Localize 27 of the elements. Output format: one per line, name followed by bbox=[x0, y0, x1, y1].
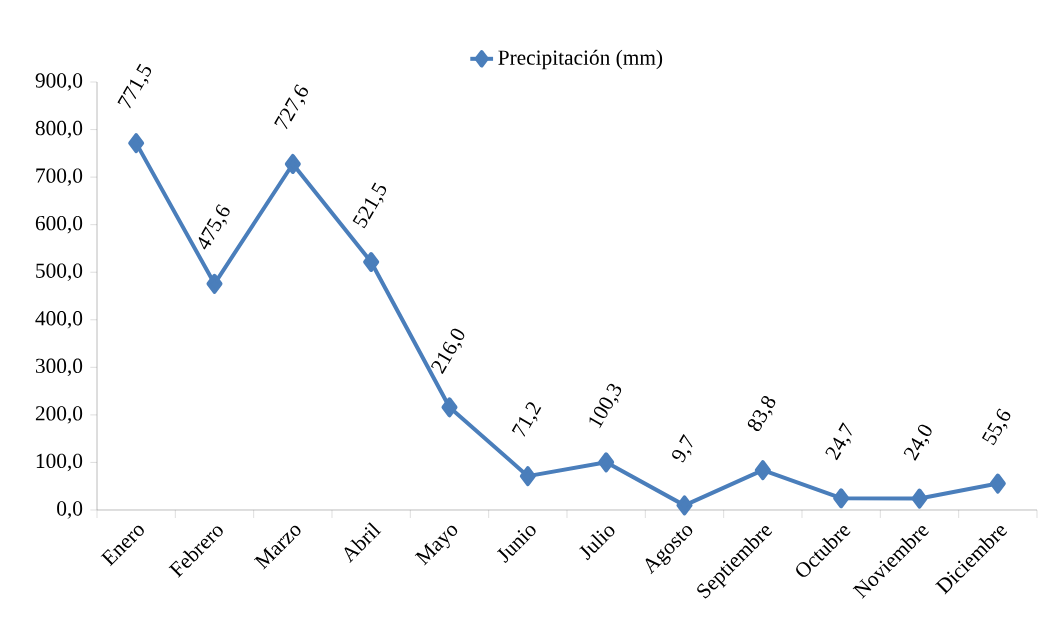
point bbox=[441, 397, 458, 418]
point bbox=[598, 452, 615, 473]
y-tick-label: 600,0 bbox=[35, 215, 83, 234]
y-tick-label: 400,0 bbox=[35, 311, 83, 329]
point bbox=[284, 153, 301, 174]
y-tick-label: 300,0 bbox=[35, 358, 83, 377]
point bbox=[676, 495, 693, 516]
point bbox=[989, 473, 1006, 494]
point bbox=[754, 460, 771, 481]
y-tick-label: 800,0 bbox=[35, 120, 83, 139]
y-tick-label: 100,0 bbox=[36, 453, 83, 472]
point bbox=[363, 252, 380, 272]
x-tick-label: Julio bbox=[579, 526, 615, 561]
data-label: 83,8 bbox=[747, 395, 776, 432]
data-label: 9,7 bbox=[672, 434, 693, 463]
point bbox=[206, 273, 223, 294]
point bbox=[833, 488, 850, 509]
y-tick-label: 0,0 bbox=[57, 501, 83, 519]
point bbox=[911, 488, 928, 509]
point bbox=[128, 133, 145, 154]
point bbox=[519, 466, 536, 487]
y-tick-label: 700,0 bbox=[36, 168, 83, 186]
y-tick-label: 200,0 bbox=[35, 406, 83, 424]
data-label: 71,2 bbox=[511, 402, 542, 437]
y-tick-label: 500,0 bbox=[36, 263, 83, 281]
legend-label: Precipitación (mm) bbox=[498, 49, 663, 70]
y-tick-label: 900,0 bbox=[35, 73, 83, 91]
